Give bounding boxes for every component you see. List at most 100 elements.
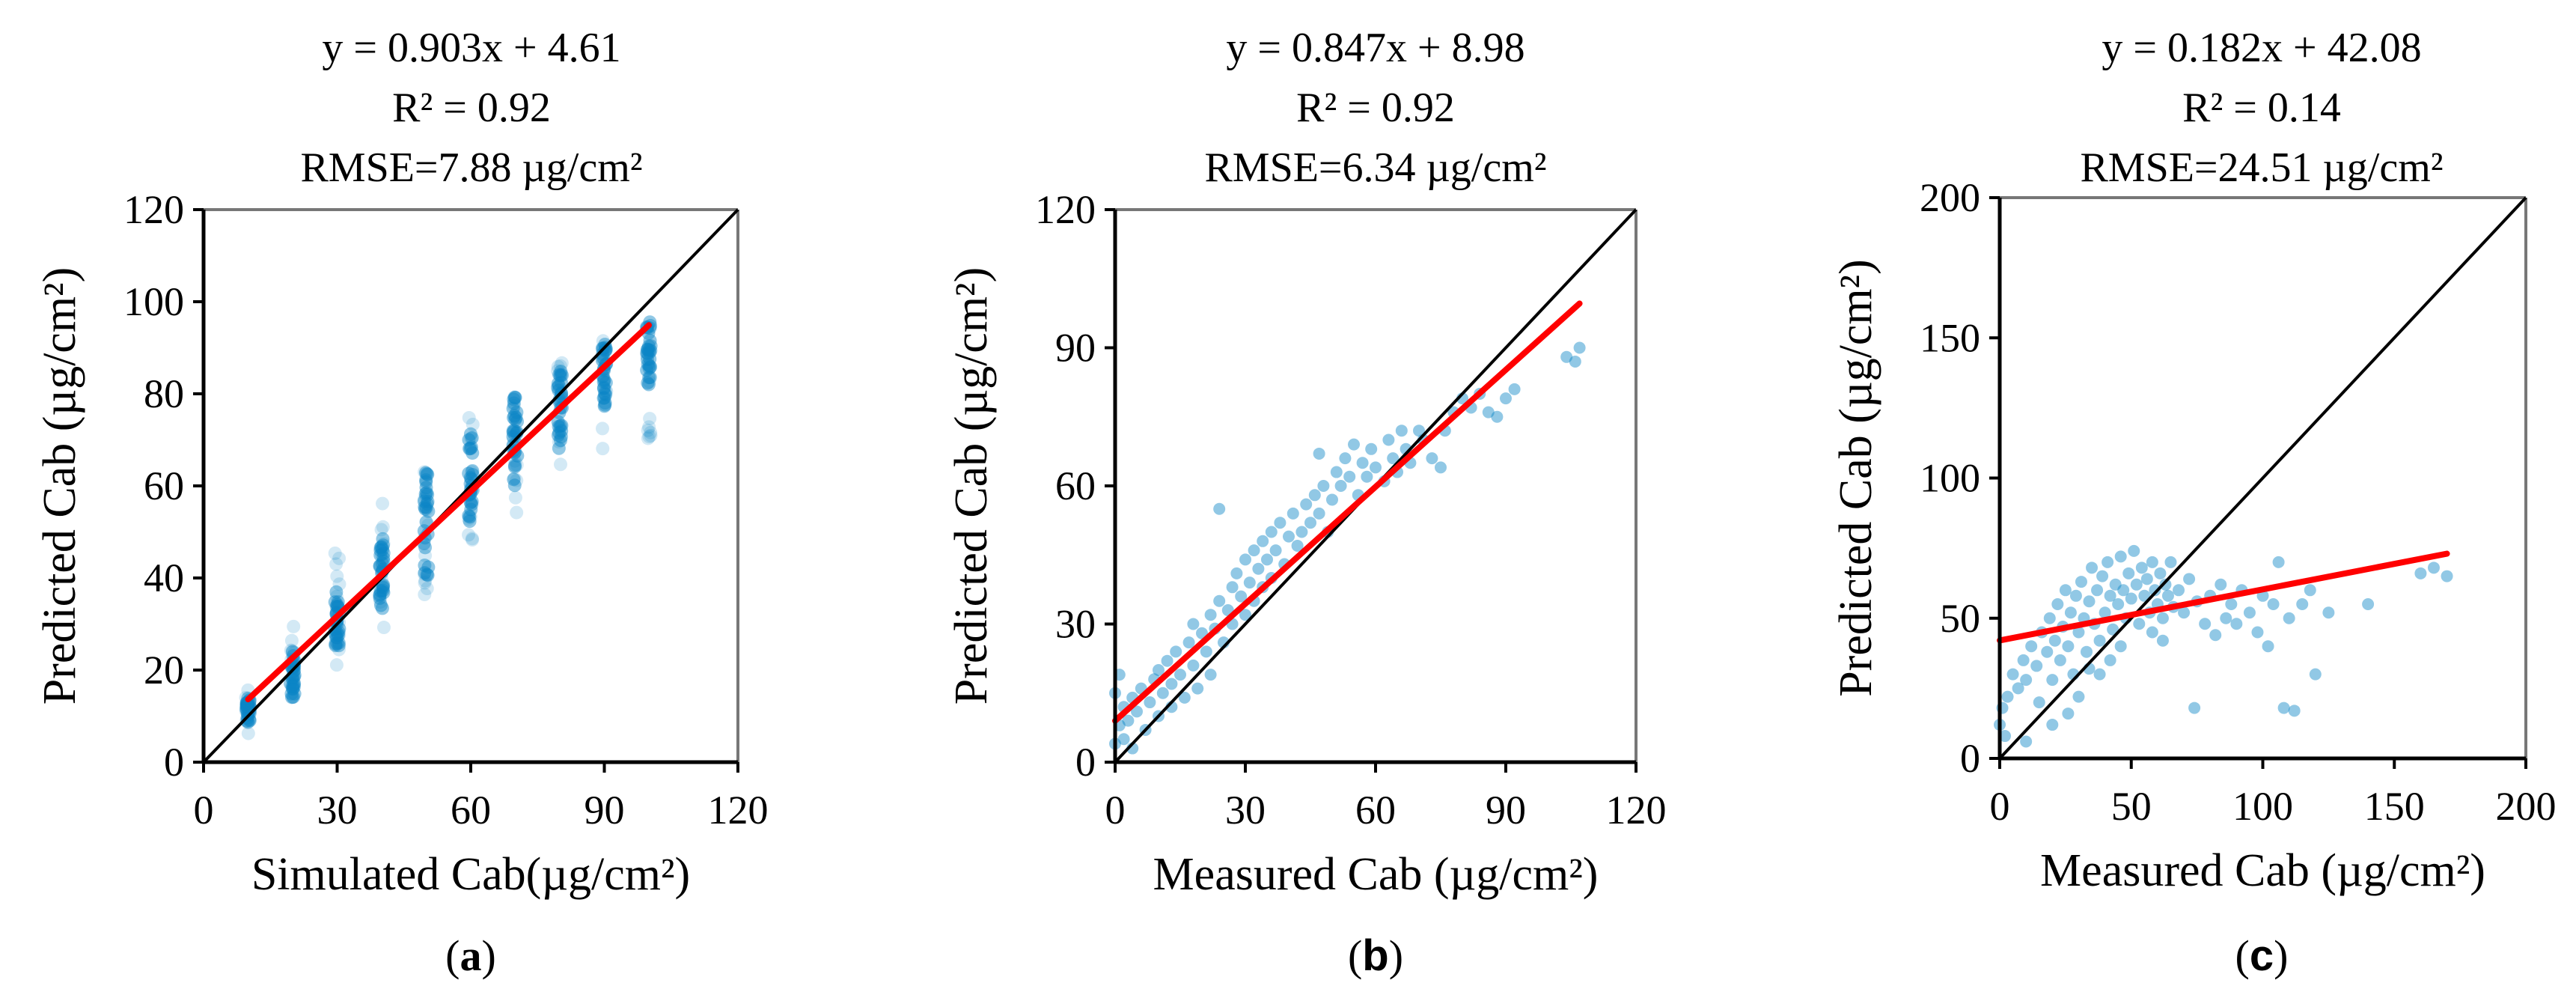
- scatter-point: [1269, 544, 1282, 557]
- scatter-point: [1156, 687, 1169, 699]
- scatter-point: [551, 359, 565, 374]
- scatter-point: [2104, 654, 2116, 666]
- scatter-point: [1370, 461, 1382, 474]
- scatter-point: [464, 431, 478, 445]
- chart-panel-c: y = 0.182x + 42.08 R² = 0.14 RMSE=24.51 µg…: [1831, 25, 2557, 980]
- x-axis-label: Measured Cab (µg/cm²): [1153, 849, 1599, 900]
- y-axis-label: Predicted Cab (µg/cm²): [946, 267, 997, 705]
- scatter-point: [375, 541, 389, 555]
- scatter-point: [642, 420, 656, 434]
- scatter-point: [243, 705, 257, 719]
- scatter-point: [597, 399, 611, 413]
- scatter-point: [2178, 606, 2191, 619]
- scatter-point: [506, 424, 520, 438]
- scatter-point: [2164, 556, 2177, 568]
- panel-label-open: (: [445, 931, 460, 980]
- scatter-point: [1204, 609, 1217, 621]
- scatter-point: [2075, 576, 2087, 588]
- scatter-point: [2130, 578, 2143, 591]
- scatter-point: [332, 642, 346, 657]
- y-tick-label: 80: [144, 371, 184, 416]
- scatter-point: [598, 398, 612, 412]
- scatter-point: [2243, 606, 2256, 619]
- scatter-point: [1395, 424, 1408, 437]
- scatter-point: [418, 502, 433, 516]
- scatter-point: [418, 541, 433, 555]
- scatter-point: [1313, 507, 1325, 520]
- scatter-point: [506, 425, 520, 439]
- scatter-point: [419, 473, 433, 487]
- chart-rmse: RMSE=6.34 µg/cm²: [1204, 144, 1546, 191]
- y-tick-label: 30: [1055, 602, 1096, 647]
- scatter-point: [328, 546, 342, 560]
- scatter-point: [2288, 705, 2301, 717]
- scatter-point: [596, 422, 610, 436]
- regression-line: [1112, 300, 1583, 724]
- scatter-point: [1300, 498, 1313, 511]
- scatter-point: [2093, 668, 2106, 681]
- scatter-point: [465, 465, 479, 479]
- scatter-point: [2001, 690, 2014, 703]
- scatter-point: [510, 505, 524, 520]
- scatter-point: [462, 508, 476, 523]
- scatter-point: [1287, 507, 1299, 520]
- scatter-point: [641, 423, 655, 437]
- scatter-point: [551, 377, 565, 391]
- scatter-point: [1243, 576, 1256, 589]
- scatter-point: [1573, 341, 1586, 354]
- scatter-point: [2140, 573, 2153, 585]
- scatter-point: [419, 481, 433, 495]
- scatter-point: [419, 515, 433, 529]
- y-tick-label: 0: [1960, 736, 1980, 781]
- scatter-point: [2069, 589, 2082, 602]
- scatter-point: [240, 699, 254, 713]
- scatter-point: [465, 494, 479, 508]
- scatter-point: [510, 415, 525, 429]
- scatter-point: [373, 588, 387, 603]
- scatter-point: [2149, 584, 2161, 597]
- scatter-point: [286, 681, 300, 696]
- scatter-point: [507, 399, 521, 413]
- scatter-point: [1178, 691, 1191, 704]
- scatter-point: [510, 458, 524, 472]
- x-tick-label: 150: [2364, 784, 2425, 829]
- scatter-point: [373, 594, 388, 609]
- chart-equation: y = 0.847x + 8.98: [1226, 25, 1524, 71]
- scatter-point: [421, 568, 435, 582]
- panel-label-letter: c: [2250, 931, 2274, 980]
- scatter-point: [418, 466, 433, 480]
- scatter-point: [596, 375, 611, 389]
- scatter-point: [1144, 696, 1156, 709]
- scatter-point: [1117, 733, 1130, 746]
- scatter-point: [418, 465, 432, 479]
- scatter-point: [329, 557, 344, 571]
- scatter-point: [2220, 612, 2232, 624]
- scatter-point: [240, 713, 254, 728]
- scatter-point: [2043, 612, 2056, 624]
- chart-equation: y = 0.903x + 4.61: [322, 25, 620, 71]
- chart-equation: y = 0.182x + 42.08: [2102, 25, 2421, 71]
- y-tick-label: 120: [1035, 187, 1096, 232]
- scatter-point: [241, 707, 255, 721]
- scatter-point: [2427, 562, 2440, 574]
- scatter-point: [2267, 598, 2280, 611]
- scatter-point: [2414, 567, 2427, 579]
- scatter-point: [2102, 556, 2114, 568]
- scatter-point: [1261, 553, 1273, 566]
- scatter-point: [2086, 562, 2099, 574]
- scatter-point: [330, 636, 344, 651]
- scatter-point: [373, 591, 387, 605]
- scatter-point: [330, 626, 344, 640]
- scatter-point: [1204, 669, 1217, 681]
- scatter-point: [376, 520, 390, 534]
- scatter-point: [551, 364, 565, 378]
- scatter-point: [2107, 623, 2119, 636]
- scatter-point: [2128, 544, 2140, 557]
- scatter-point: [2296, 598, 2309, 611]
- scatter-point: [374, 540, 388, 554]
- scatter-point: [1356, 457, 1369, 469]
- scatter-point: [2046, 674, 2059, 687]
- scatter-point: [1382, 433, 1395, 446]
- scatter-point: [418, 576, 432, 590]
- scatter-point: [1491, 410, 1504, 423]
